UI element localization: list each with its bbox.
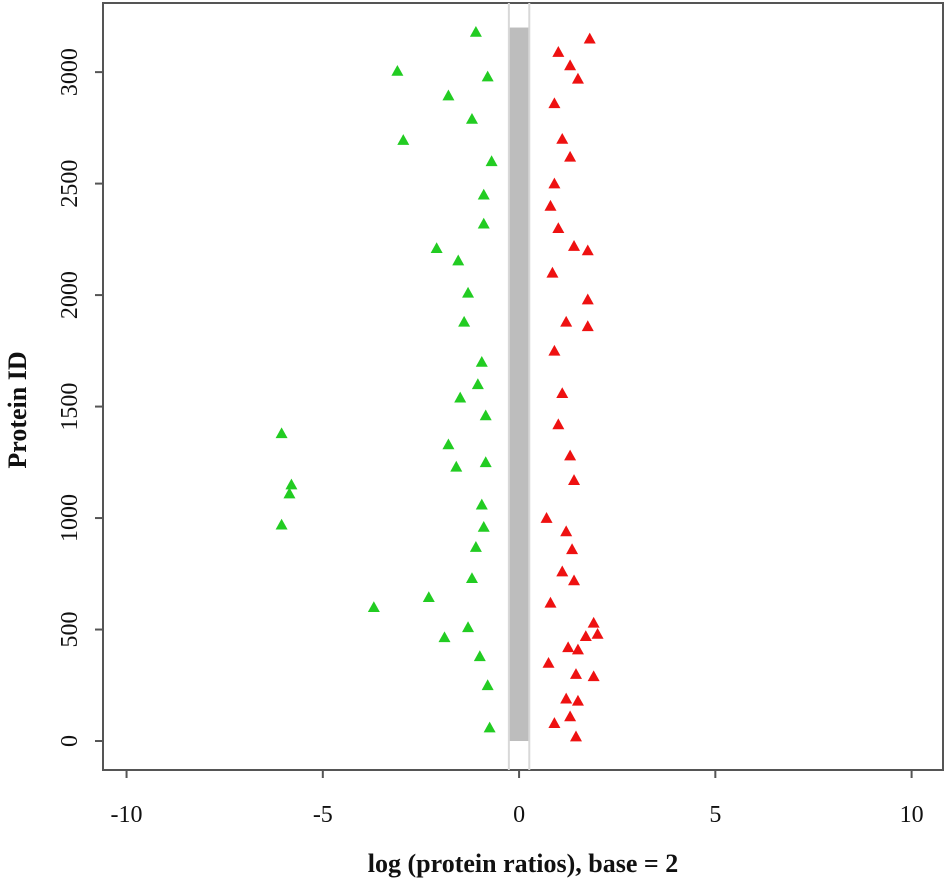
x-tick-label: -10 bbox=[111, 802, 143, 828]
data-point bbox=[422, 591, 435, 603]
data-point bbox=[540, 512, 553, 523]
data-point bbox=[548, 177, 561, 189]
data-point bbox=[560, 525, 573, 537]
x-tick-label: 10 bbox=[900, 802, 924, 828]
x-axis: -10 -5 0 5 10 bbox=[111, 770, 924, 828]
data-point bbox=[556, 565, 569, 577]
x-axis-title: log (protein ratios), base = 2 bbox=[368, 849, 678, 878]
data-point bbox=[569, 668, 582, 679]
data-point bbox=[442, 438, 455, 450]
data-point bbox=[275, 427, 288, 439]
data-point bbox=[452, 254, 465, 266]
data-point bbox=[587, 616, 600, 628]
y-axis: 0 500 1000 1500 2000 2500 3000 bbox=[57, 48, 103, 747]
data-point bbox=[465, 572, 478, 584]
data-point bbox=[477, 188, 490, 200]
y-tick-label: 1500 bbox=[57, 383, 83, 431]
data-point bbox=[475, 498, 488, 510]
data-point bbox=[483, 721, 496, 733]
data-point bbox=[581, 320, 594, 332]
data-point bbox=[473, 650, 486, 662]
data-point bbox=[485, 155, 498, 167]
data-point bbox=[571, 643, 584, 655]
data-point bbox=[479, 409, 492, 421]
data-point bbox=[560, 315, 573, 327]
x-tick-label: 0 bbox=[513, 802, 525, 828]
reference-lines bbox=[507, 3, 531, 770]
data-point bbox=[454, 391, 467, 403]
data-point bbox=[544, 596, 557, 608]
data-point bbox=[569, 730, 582, 742]
data-point bbox=[552, 46, 565, 57]
y-tick-label: 1000 bbox=[57, 494, 83, 542]
data-point bbox=[283, 487, 296, 499]
data-point bbox=[564, 710, 577, 722]
data-points bbox=[275, 25, 604, 742]
data-point bbox=[579, 630, 592, 642]
data-point bbox=[481, 679, 494, 691]
y-tick-label: 2000 bbox=[57, 271, 83, 319]
data-point bbox=[560, 692, 573, 704]
neutral-band-rect bbox=[508, 27, 530, 742]
y-axis-title: Protein ID bbox=[3, 351, 32, 468]
data-point bbox=[552, 418, 565, 430]
data-point bbox=[552, 222, 565, 233]
data-point bbox=[544, 199, 557, 211]
y-tick-label: 0 bbox=[57, 735, 83, 747]
data-point bbox=[564, 59, 577, 71]
neutral-band bbox=[508, 27, 530, 742]
data-point bbox=[581, 293, 594, 305]
y-tick-label: 3000 bbox=[57, 48, 83, 96]
data-point bbox=[475, 355, 488, 367]
data-point bbox=[367, 601, 380, 613]
data-point bbox=[479, 456, 492, 468]
data-point bbox=[564, 449, 577, 461]
data-point bbox=[391, 65, 404, 76]
data-point bbox=[285, 478, 298, 490]
data-point bbox=[469, 541, 482, 552]
data-point bbox=[548, 717, 561, 728]
data-point bbox=[587, 670, 600, 682]
data-point bbox=[556, 133, 569, 144]
data-point bbox=[583, 32, 596, 44]
data-point bbox=[477, 217, 490, 229]
data-point bbox=[546, 266, 559, 278]
data-point bbox=[571, 694, 584, 706]
data-point bbox=[566, 543, 579, 555]
x-tick-label: 5 bbox=[709, 802, 721, 828]
data-point bbox=[462, 621, 475, 633]
data-point bbox=[591, 627, 604, 639]
data-point bbox=[568, 240, 581, 251]
data-point bbox=[571, 72, 584, 84]
data-point bbox=[469, 25, 482, 37]
data-point bbox=[465, 112, 478, 124]
data-point bbox=[564, 150, 577, 162]
data-point bbox=[548, 97, 561, 109]
x-tick-label: -5 bbox=[313, 802, 333, 828]
y-tick-label: 500 bbox=[57, 612, 83, 648]
data-point bbox=[397, 134, 410, 145]
data-point bbox=[450, 460, 463, 472]
data-point bbox=[442, 89, 455, 101]
data-point bbox=[581, 244, 594, 256]
data-point bbox=[438, 631, 451, 643]
data-point bbox=[430, 242, 443, 254]
data-point bbox=[471, 378, 484, 390]
data-point bbox=[568, 474, 581, 485]
data-point bbox=[462, 286, 475, 298]
data-point bbox=[548, 344, 561, 356]
data-point bbox=[562, 641, 575, 653]
data-point bbox=[542, 656, 555, 668]
data-point bbox=[477, 520, 490, 532]
data-point bbox=[556, 387, 569, 398]
data-point bbox=[568, 574, 581, 586]
data-point bbox=[275, 518, 288, 530]
data-point bbox=[458, 315, 471, 327]
y-tick-label: 2500 bbox=[57, 160, 83, 208]
data-point bbox=[481, 70, 494, 82]
